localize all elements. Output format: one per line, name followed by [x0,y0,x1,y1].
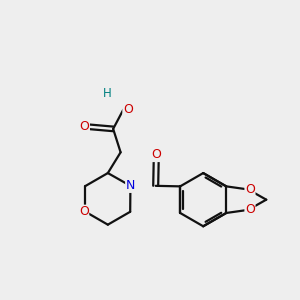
Text: H: H [102,87,111,100]
Text: N: N [126,179,135,192]
Text: O: O [80,120,89,133]
Text: O: O [245,203,255,216]
Text: O: O [79,205,88,218]
Text: O: O [245,183,255,196]
Text: O: O [123,103,133,116]
Text: O: O [151,148,161,161]
